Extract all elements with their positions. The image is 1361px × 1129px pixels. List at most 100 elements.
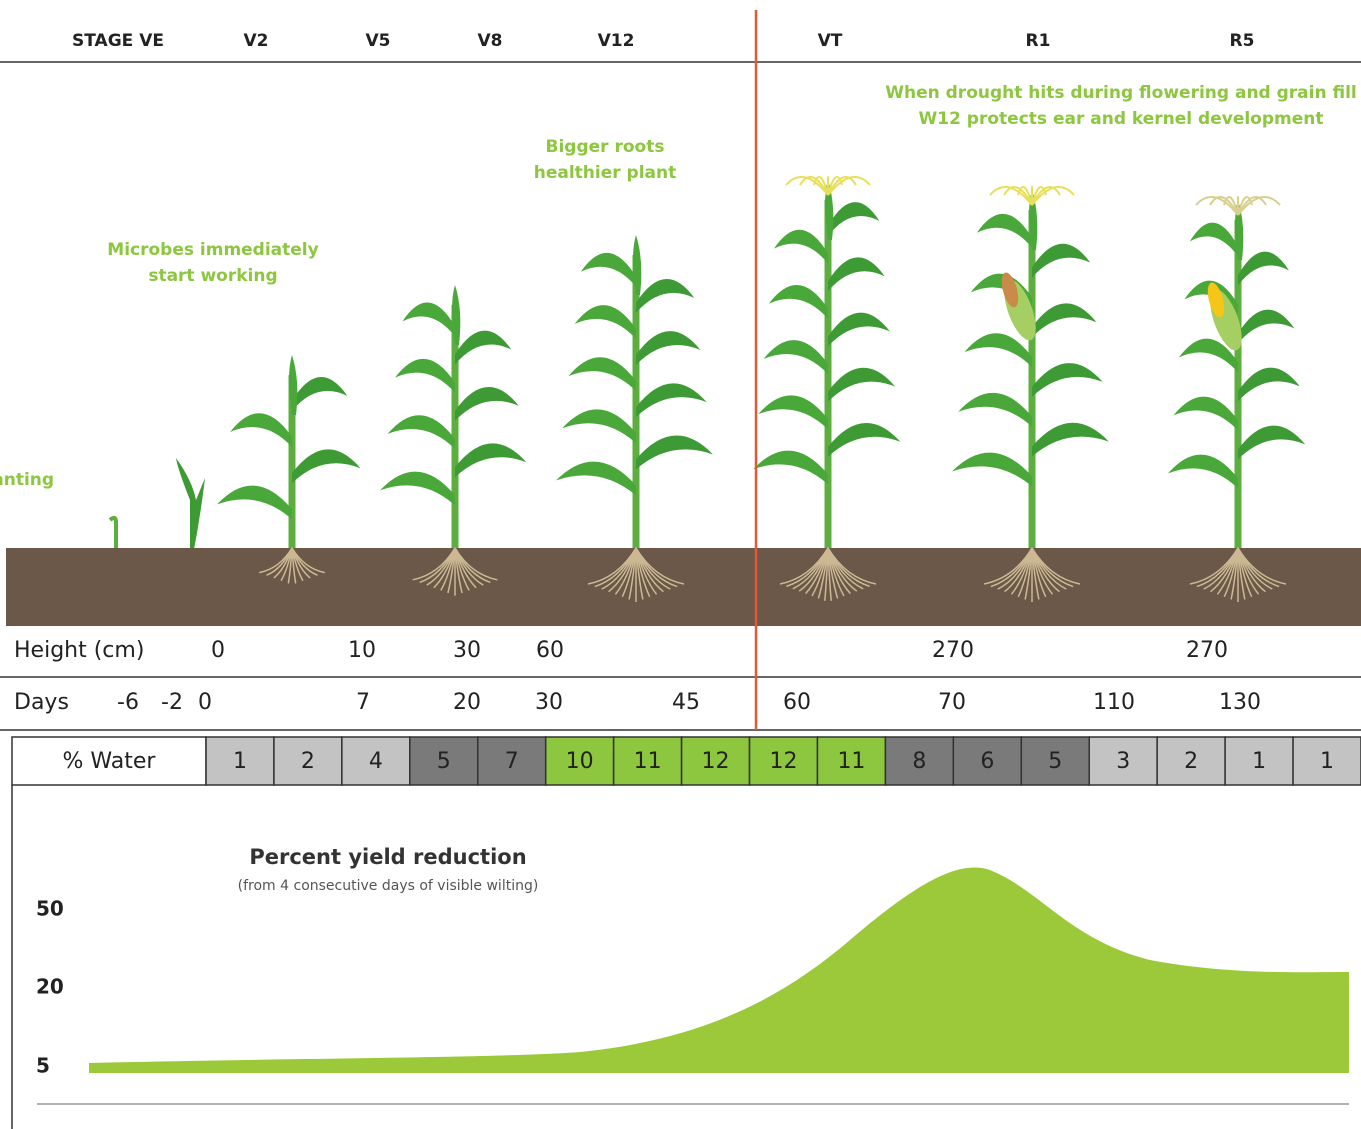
- water-cell: [477, 736, 547, 786]
- days-value: 0: [198, 690, 212, 715]
- leaf: [292, 377, 348, 411]
- leaf: [455, 330, 512, 365]
- annotation: When drought hits during flowering and g…: [885, 83, 1357, 103]
- sprout: [176, 458, 205, 560]
- water-cell: [409, 736, 479, 786]
- tassel: [1003, 186, 1033, 206]
- height-label: Height (cm): [14, 638, 144, 663]
- height-value: 270: [1186, 638, 1228, 663]
- leaf: [1178, 338, 1238, 373]
- root: [1031, 547, 1081, 585]
- days-value: -2: [161, 690, 183, 715]
- water-value: 1: [1252, 749, 1266, 774]
- leaf: [636, 383, 707, 418]
- height-value: 270: [932, 638, 974, 663]
- leaf: [1184, 280, 1238, 315]
- water-value: 1: [233, 749, 247, 774]
- leaf: [580, 252, 636, 287]
- days-value: 130: [1219, 690, 1261, 715]
- stage-label: R5: [1230, 31, 1255, 51]
- height-value: 30: [453, 638, 481, 663]
- stage-label: VT: [818, 31, 843, 51]
- stage-label: R1: [1026, 31, 1051, 51]
- tassel: [1237, 196, 1281, 216]
- water-value: 3: [1116, 749, 1130, 774]
- leaf: [1168, 454, 1238, 489]
- height-value: 60: [536, 638, 564, 663]
- leaf: [568, 357, 636, 392]
- water-cell: [341, 736, 411, 786]
- tassel: [1031, 186, 1075, 206]
- leaf: [958, 392, 1032, 427]
- water-cell: [748, 736, 819, 786]
- tassel: [827, 176, 857, 196]
- soil: [6, 548, 1361, 626]
- root: [635, 547, 685, 585]
- leaf: [828, 312, 890, 347]
- root: [827, 547, 877, 585]
- leaf: [402, 302, 455, 337]
- leaf: [217, 485, 292, 520]
- leaf: [753, 450, 828, 485]
- yield-area: [89, 867, 1349, 1073]
- yield-title: Percent yield reduction: [249, 845, 526, 869]
- leaf: [387, 415, 455, 450]
- water-value: 5: [437, 749, 451, 774]
- days-label: Days: [14, 690, 69, 715]
- water-value: 12: [770, 749, 798, 774]
- days-value: 60: [783, 690, 811, 715]
- tassel: [813, 176, 829, 196]
- leaf: [1238, 425, 1306, 460]
- water-cell: [273, 736, 343, 786]
- leaf: [455, 443, 527, 478]
- water-value: 2: [301, 749, 315, 774]
- y-tick-label: 20: [36, 975, 64, 999]
- water-cell: [1156, 736, 1226, 786]
- water-value: 5: [1048, 749, 1062, 774]
- stage-label: V8: [478, 31, 503, 51]
- leaf: [976, 213, 1032, 248]
- annotation: start working: [148, 266, 277, 286]
- water-label: % Water: [63, 749, 157, 774]
- water-value: 4: [369, 749, 383, 774]
- tassel: [827, 176, 871, 196]
- leaf: [1032, 363, 1103, 397]
- leaf: [380, 471, 455, 506]
- sprout: [108, 515, 118, 562]
- tassel: [1209, 196, 1239, 216]
- root: [1237, 547, 1287, 585]
- leaf: [633, 235, 642, 295]
- water-value: 6: [980, 749, 994, 774]
- leaf: [289, 355, 298, 415]
- water-cell: [1020, 736, 1090, 786]
- water-value: 10: [566, 749, 594, 774]
- water-value: 11: [837, 749, 865, 774]
- leaf: [1032, 422, 1109, 457]
- days-value: 45: [672, 690, 700, 715]
- roots: [259, 547, 1287, 602]
- leaf: [828, 422, 901, 457]
- y-tick-label: 5: [36, 1054, 50, 1078]
- leaf: [455, 387, 519, 421]
- leaf: [758, 395, 828, 430]
- ear: [1207, 282, 1225, 318]
- leaf: [1173, 396, 1238, 431]
- leaf: [1032, 243, 1091, 278]
- leaf: [828, 367, 896, 402]
- water-value: 8: [912, 749, 926, 774]
- root: [454, 547, 498, 581]
- annotation: Microbes immediately: [107, 240, 318, 260]
- stage-label: V2: [244, 31, 269, 51]
- leaf: [562, 409, 636, 444]
- leaf: [964, 333, 1032, 368]
- water-cell: [816, 736, 887, 786]
- leaf: [292, 449, 361, 484]
- leaf: [828, 257, 885, 292]
- ear: [1001, 272, 1019, 308]
- leaf: [556, 461, 636, 496]
- tassel: [1017, 186, 1033, 206]
- height-value: 10: [348, 638, 376, 663]
- days-value: 7: [356, 690, 370, 715]
- leaf: [768, 284, 828, 319]
